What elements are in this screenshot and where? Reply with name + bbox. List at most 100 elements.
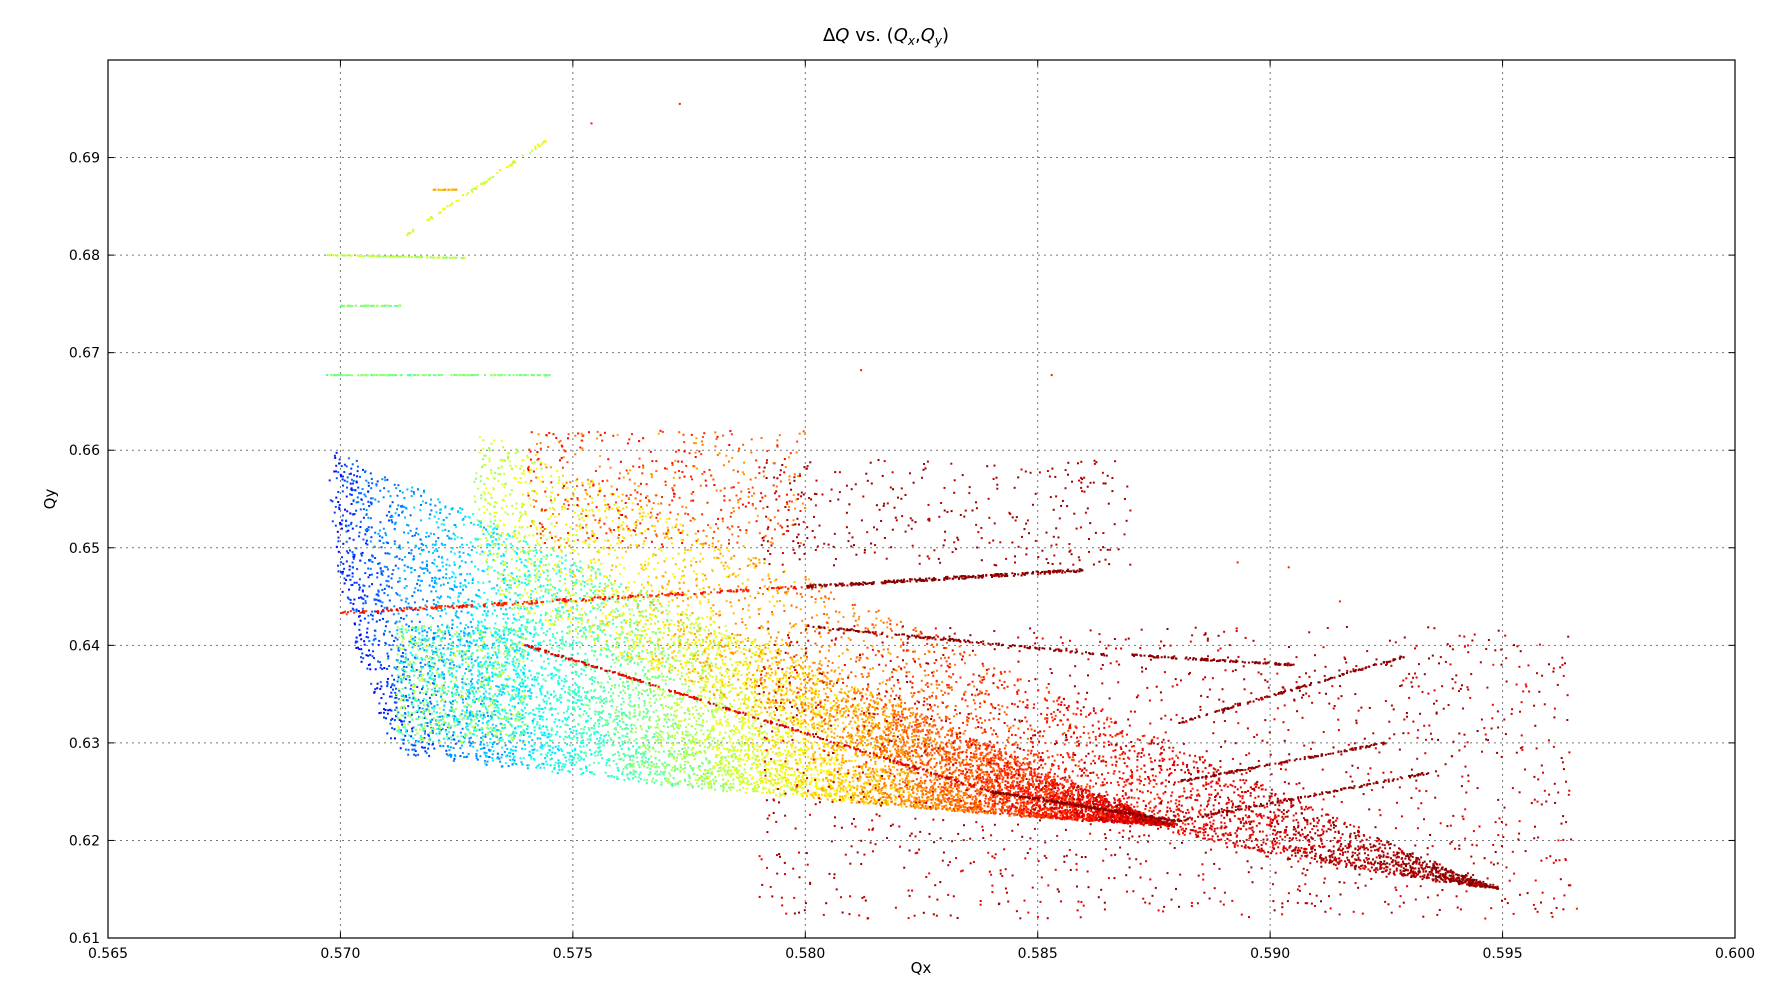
data-point: [630, 653, 632, 656]
data-point: [422, 699, 424, 702]
data-point: [873, 754, 876, 757]
data-point: [1109, 804, 1112, 807]
data-point: [990, 748, 993, 751]
data-point: [750, 690, 753, 693]
data-point: [933, 778, 936, 781]
data-point: [639, 590, 642, 593]
data-point: [972, 796, 974, 798]
data-point: [688, 713, 691, 715]
data-point: [386, 682, 389, 685]
data-point: [1125, 817, 1128, 820]
data-point: [932, 787, 934, 790]
data-point: [622, 590, 625, 593]
data-point: [1097, 795, 1100, 798]
data-point: [938, 777, 941, 780]
data-point: [867, 773, 870, 776]
data-point: [383, 667, 386, 669]
data-point: [776, 770, 778, 773]
data-point: [805, 768, 808, 771]
data-point: [758, 712, 761, 715]
data-point: [690, 742, 692, 745]
data-point: [742, 710, 745, 713]
data-point: [384, 479, 387, 482]
data-point: [744, 771, 747, 774]
data-point: [822, 784, 825, 787]
data-point: [648, 716, 651, 719]
data-point: [469, 669, 472, 672]
data-point: [1042, 813, 1044, 816]
data-point: [701, 669, 704, 671]
data-point: [590, 645, 593, 648]
data-point: [559, 725, 562, 728]
data-point: [528, 690, 531, 693]
data-point: [636, 756, 638, 759]
data-point: [838, 767, 840, 770]
data-point: [832, 700, 835, 703]
data-point: [618, 586, 621, 588]
data-point: [802, 787, 805, 790]
data-point: [872, 785, 875, 788]
data-point: [337, 564, 339, 567]
data-point: [491, 759, 494, 762]
data-point: [734, 727, 737, 730]
data-point: [818, 703, 821, 706]
data-point: [634, 687, 637, 690]
data-point: [545, 718, 548, 721]
data-point: [604, 724, 607, 726]
data-point: [685, 730, 688, 733]
data-point: [491, 675, 494, 678]
data-point: [917, 782, 920, 785]
data-point: [698, 739, 701, 742]
data-point: [895, 751, 898, 754]
data-point: [1006, 764, 1009, 767]
data-point: [488, 580, 491, 583]
data-point: [384, 641, 387, 644]
data-point: [887, 765, 890, 768]
data-point: [441, 543, 444, 546]
data-point: [444, 700, 447, 703]
data-point: [345, 530, 348, 533]
data-point: [589, 739, 592, 742]
data-point: [807, 723, 810, 726]
data-point: [540, 744, 543, 747]
data-point: [545, 753, 548, 756]
data-point: [860, 699, 863, 702]
data-point: [398, 580, 401, 583]
data-point: [891, 765, 894, 768]
data-point: [456, 536, 459, 539]
data-point: [715, 720, 718, 723]
data-point: [756, 744, 759, 747]
data-point: [1006, 796, 1009, 799]
data-point: [746, 782, 749, 785]
data-point: [703, 750, 706, 753]
data-point: [1013, 786, 1016, 789]
data-point: [817, 793, 820, 796]
data-point: [636, 596, 639, 599]
data-point: [628, 648, 631, 651]
data-point: [899, 797, 902, 800]
data-point: [940, 799, 943, 802]
data-point: [562, 642, 565, 645]
data-point: [384, 552, 387, 555]
data-point: [805, 739, 808, 742]
data-point: [407, 753, 410, 756]
data-point: [628, 608, 631, 611]
data-point: [452, 651, 455, 654]
data-point: [620, 747, 623, 750]
data-point: [378, 562, 381, 565]
data-point: [666, 732, 669, 735]
data-point: [792, 732, 795, 734]
data-point: [839, 795, 841, 798]
data-point: [537, 708, 540, 710]
data-point: [426, 631, 429, 634]
data-point: [621, 697, 624, 700]
data-point: [423, 649, 426, 652]
data-point: [497, 663, 500, 666]
data-point: [602, 690, 605, 693]
data-point: [847, 785, 850, 788]
data-point: [503, 726, 506, 729]
data-point: [583, 669, 585, 672]
data-point: [426, 567, 429, 570]
data-point: [1000, 768, 1003, 770]
data-point: [912, 780, 915, 782]
